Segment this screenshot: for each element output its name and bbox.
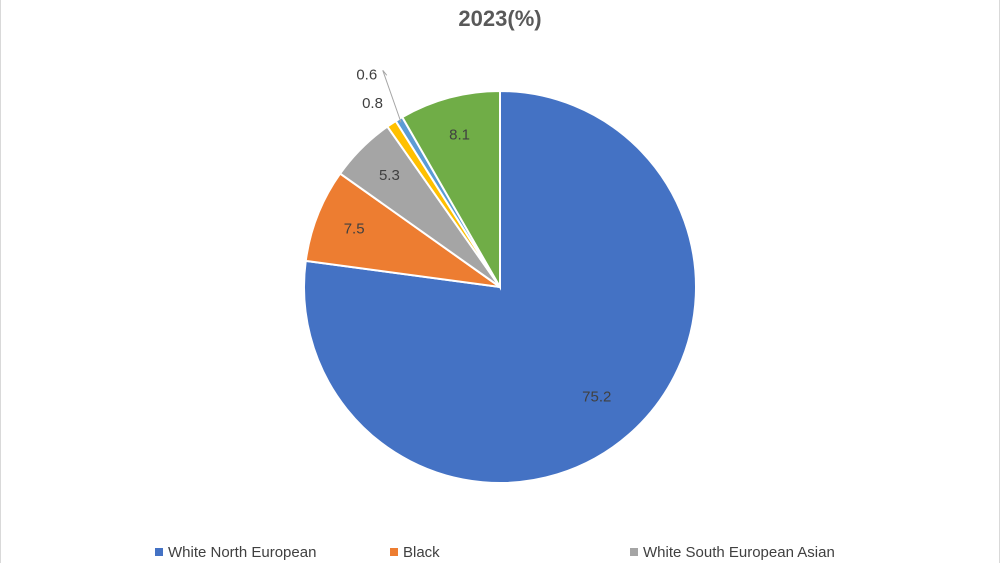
chart-title: 2023(%): [458, 6, 541, 31]
data-label: 5.3: [379, 167, 400, 184]
legend-label: Black: [403, 544, 440, 561]
pie-slice: [304, 172, 501, 288]
data-label: 7.5: [344, 220, 365, 237]
pie-slice: [400, 89, 501, 291]
legend-label: White North European: [168, 544, 316, 561]
data-label: 0.6: [356, 66, 377, 83]
legend-swatch: [155, 548, 163, 556]
legend-swatch: [390, 548, 398, 556]
legend-label: White South European Asian: [643, 544, 835, 561]
data-label: 75.2: [582, 389, 611, 406]
data-label: 0.8: [362, 95, 383, 112]
pie-slice: [303, 89, 697, 484]
data-label: 8.1: [449, 126, 470, 143]
legend-swatch: [630, 548, 638, 556]
leader-line: [382, 70, 402, 123]
